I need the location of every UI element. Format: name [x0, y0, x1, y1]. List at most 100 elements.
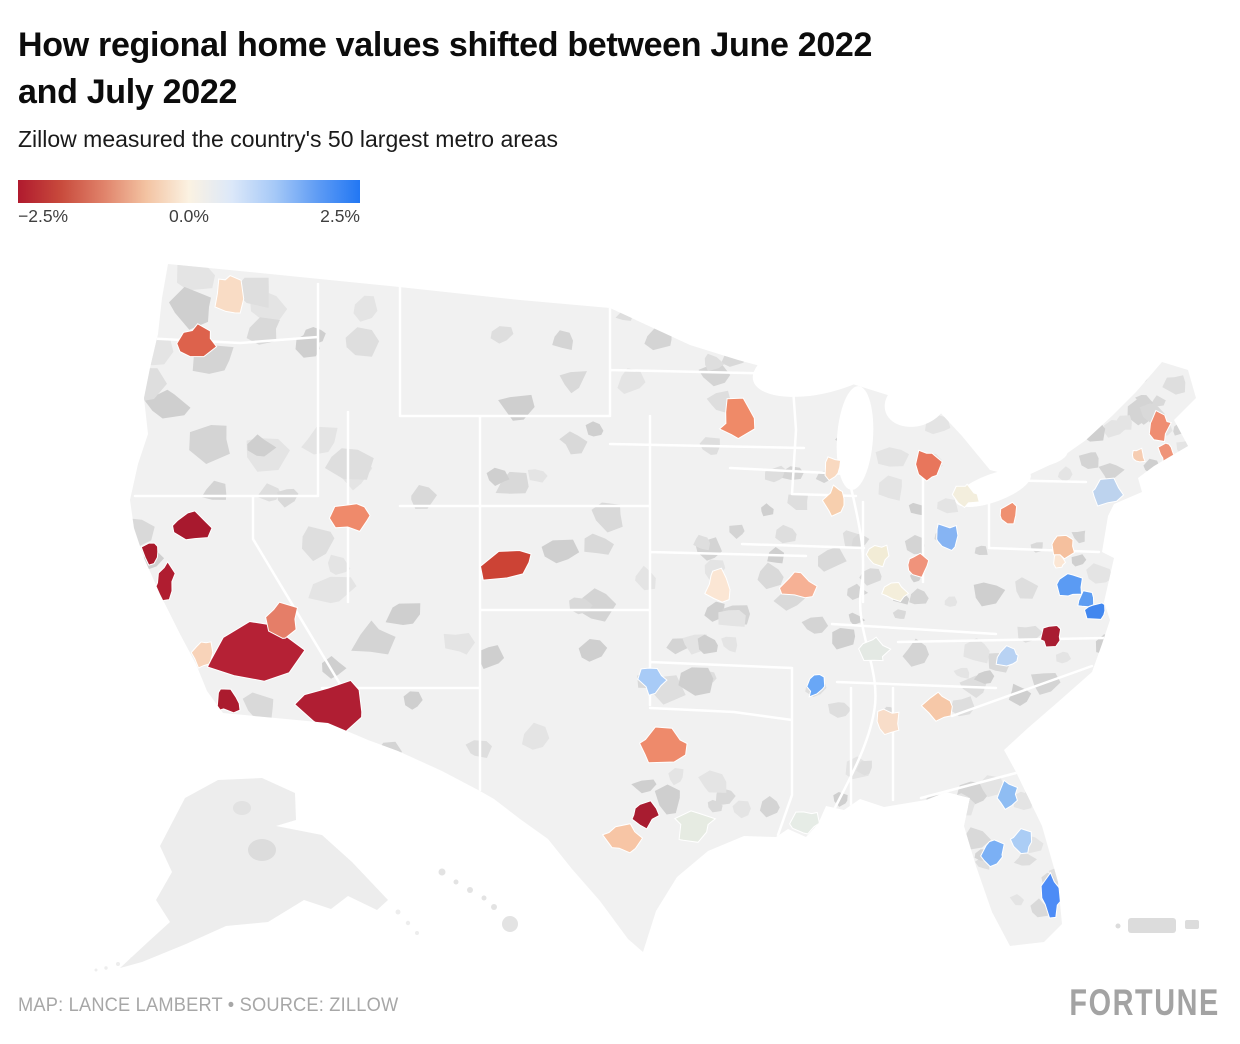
metro-richmond[interactable]: [1077, 590, 1095, 608]
county-blob: [1071, 554, 1087, 567]
metro-denver[interactable]: [479, 549, 532, 581]
metro-austin[interactable]: [631, 800, 660, 830]
metro-new-york[interactable]: [1092, 477, 1125, 507]
metro-nashville[interactable]: [858, 636, 892, 662]
county-blob: [522, 722, 550, 750]
county-blob: [1044, 781, 1062, 796]
county-blob: [718, 610, 746, 627]
metro-san-antonio[interactable]: [601, 823, 644, 854]
county-blob: [1078, 452, 1099, 469]
county-blob: [1078, 777, 1105, 797]
county-blob: [1013, 850, 1037, 866]
metro-dallas[interactable]: [638, 726, 688, 764]
metro-memphis[interactable]: [806, 673, 826, 698]
county-blob: [308, 576, 357, 604]
metro-san-jose[interactable]: [154, 560, 176, 602]
county-blob: [353, 295, 378, 322]
county-blob: [668, 768, 684, 786]
metro-new-orleans[interactable]: [789, 811, 820, 835]
metro-san-diego[interactable]: [216, 688, 241, 714]
county-blob: [759, 796, 780, 818]
metro-philadelphia[interactable]: [1051, 534, 1075, 560]
metro-chicago[interactable]: [821, 484, 845, 517]
county-blob: [847, 583, 869, 600]
county-blob: [1030, 898, 1050, 918]
county-blob: [189, 425, 230, 464]
county-blob: [371, 741, 402, 770]
county-blob: [490, 326, 514, 344]
metro-portland[interactable]: [176, 323, 218, 358]
county-blob: [1130, 358, 1155, 376]
metro-los-angeles[interactable]: [190, 641, 214, 669]
metro-orlando[interactable]: [1009, 828, 1033, 855]
page-title: How regional home values shifted between…: [18, 22, 1218, 116]
county-blob: [576, 588, 617, 622]
county-blob: [1015, 577, 1039, 599]
county-blob: [246, 317, 280, 345]
county-blob: [953, 667, 970, 679]
metro-louisville[interactable]: [881, 581, 910, 603]
metro-miami[interactable]: [1040, 871, 1065, 919]
metro-washington-dc[interactable]: [1056, 573, 1083, 597]
legend-min-label: −2.5%: [18, 206, 69, 226]
county-blob: [1081, 421, 1106, 442]
metro-detroit[interactable]: [915, 449, 943, 482]
county-blob: [801, 616, 829, 634]
county-blob: [953, 372, 974, 386]
metro-birmingham[interactable]: [876, 708, 900, 736]
metro-cleveland[interactable]: [951, 483, 980, 509]
metro-houston[interactable]: [674, 810, 717, 843]
puerto-rico: [1115, 918, 1199, 933]
county-blob: [242, 692, 274, 724]
county-blob: [351, 620, 396, 655]
legend-mid-label: 0.0%: [169, 206, 209, 226]
county-blob: [693, 534, 711, 551]
metro-areas: [140, 275, 1176, 919]
metro-milwaukee[interactable]: [824, 456, 842, 482]
county-blob: [1135, 602, 1159, 626]
county-blob: [151, 644, 181, 670]
metro-columbus[interactable]: [936, 523, 959, 551]
county-blob: [1059, 736, 1089, 758]
county-blob: [1068, 377, 1084, 391]
legend-max-label: 2.5%: [320, 206, 360, 226]
county-blob: [1176, 439, 1196, 457]
county-blob: [527, 469, 548, 483]
county-blob: [875, 447, 910, 467]
metro-charlotte[interactable]: [995, 645, 1019, 667]
metro-san-francisco[interactable]: [140, 542, 159, 566]
metro-virginia-beach[interactable]: [1083, 602, 1106, 620]
county-blob: [1071, 530, 1086, 544]
metro-tampa[interactable]: [980, 839, 1005, 868]
metro-phoenix[interactable]: [293, 679, 363, 735]
metro-boston[interactable]: [1148, 409, 1172, 443]
metro-las-vegas[interactable]: [265, 601, 299, 639]
metro-hartford[interactable]: [1131, 447, 1146, 463]
metro-atlanta[interactable]: [920, 691, 953, 722]
metro-cincinnati[interactable]: [907, 552, 930, 579]
metro-sacramento[interactable]: [171, 510, 213, 541]
us-choropleth-map: [94, 264, 1199, 972]
metro-pittsburgh[interactable]: [999, 501, 1018, 525]
county-blob: [666, 638, 689, 655]
metro-indianapolis[interactable]: [865, 544, 890, 568]
county-blob: [902, 638, 929, 667]
metro-jacksonville[interactable]: [996, 779, 1019, 811]
metro-seattle[interactable]: [214, 275, 245, 314]
county-blob: [974, 545, 988, 555]
metro-minneapolis[interactable]: [718, 397, 756, 440]
county-blob: [1026, 762, 1042, 775]
county-blob: [1009, 894, 1025, 906]
metro-st-louis[interactable]: [778, 571, 818, 599]
county-blob: [1117, 365, 1133, 378]
metro-raleigh[interactable]: [1039, 624, 1062, 648]
county-blob: [1098, 463, 1125, 484]
metro-kansas-city[interactable]: [704, 567, 731, 603]
county-blob: [302, 526, 335, 562]
metro-oklahoma-city[interactable]: [637, 667, 668, 696]
county-blob: [856, 760, 872, 776]
metro-salt-lake-city[interactable]: [328, 503, 371, 533]
county-blob: [144, 389, 191, 419]
county-blob: [498, 394, 535, 421]
county-blob: [937, 498, 959, 514]
